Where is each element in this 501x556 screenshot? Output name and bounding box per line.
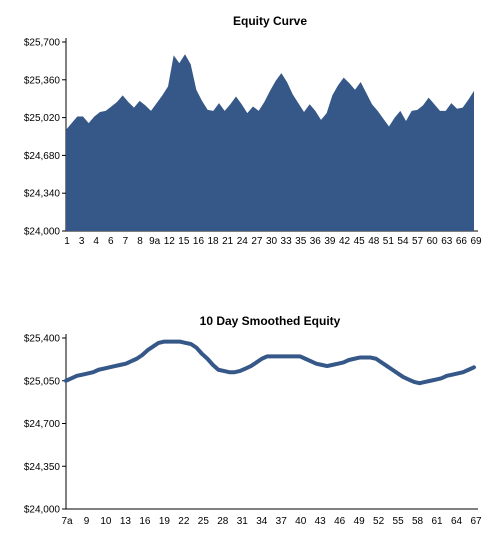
- x-tick-label: 22: [178, 516, 190, 527]
- x-tick-label: 57: [412, 236, 424, 247]
- equity-area-series: [66, 54, 474, 232]
- x-tick-label: 43: [315, 516, 327, 527]
- x-tick-label: 63: [441, 236, 453, 247]
- x-tick-label: 19: [159, 516, 171, 527]
- x-tick-label: 46: [334, 516, 346, 527]
- x-tick-label: 4: [93, 236, 99, 247]
- x-tick-label: 40: [295, 516, 307, 527]
- x-tick-label: 13: [120, 516, 132, 527]
- x-tick-label: 36: [310, 236, 322, 247]
- smoothed-equity-line: [64, 339, 476, 386]
- x-tick-label: 21: [222, 236, 234, 247]
- x-tick-label: 16: [193, 236, 205, 247]
- x-tick-label: 24: [237, 236, 249, 247]
- x-tick-label: 58: [412, 516, 424, 527]
- x-tick-label: 55: [393, 516, 405, 527]
- x-tick-label: 12: [164, 236, 176, 247]
- x-tick-label: 64: [451, 516, 463, 527]
- x-tick-label: 51: [383, 236, 395, 247]
- x-tick-label: 42: [339, 236, 351, 247]
- smoothed-equity-chart: 10 Day Smoothed Equity $24,000 $24,350 $24…: [24, 314, 482, 527]
- x-tick-label: 16: [139, 516, 151, 527]
- smoothed-equity-title: 10 Day Smoothed Equity: [200, 314, 341, 328]
- x-tick-label: 48: [368, 236, 380, 247]
- x-tick-label: 30: [266, 236, 278, 247]
- x-tick-label: 15: [178, 236, 190, 247]
- x-tick-label: 28: [217, 516, 229, 527]
- y-tick-label: $25,360: [24, 75, 61, 86]
- x-tick-label: 9: [84, 516, 90, 527]
- y-tick-label: $25,020: [24, 113, 61, 124]
- x-tick-label: 31: [237, 516, 249, 527]
- x-tick-label: 37: [276, 516, 288, 527]
- y-tick-label: $25,050: [24, 376, 61, 387]
- x-tick-label: 60: [427, 236, 439, 247]
- x-tick-label: 9a: [149, 236, 161, 247]
- x-tick-label: 69: [470, 236, 482, 247]
- y-tick-label: $25,400: [24, 334, 61, 345]
- y-tick-label: $25,700: [24, 38, 61, 49]
- x-tick-label: 3: [79, 236, 85, 247]
- x-tick-label: 7: [123, 236, 129, 247]
- equity-curve-title: Equity Curve: [233, 14, 307, 28]
- x-tick-label: 54: [397, 236, 409, 247]
- x-tick-label: 25: [198, 516, 210, 527]
- x-tick-label: 35: [295, 236, 307, 247]
- y-tick-label: $24,350: [24, 462, 61, 473]
- x-tick-label: 18: [208, 236, 220, 247]
- x-tick-label: 67: [470, 516, 482, 527]
- x-tick-label: 10: [100, 516, 112, 527]
- y-tick-label: $24,000: [24, 227, 61, 238]
- equity-curve-chart: Equity Curve $24,000 $24,340 $24,680 $25,02…: [24, 14, 482, 247]
- x-tick-label: 39: [324, 236, 336, 247]
- x-tick-label: 61: [431, 516, 443, 527]
- x-tick-label: 1: [64, 236, 70, 247]
- x-tick-label: 6: [108, 236, 114, 247]
- x-tick-label: 34: [256, 516, 268, 527]
- x-tick-label: 27: [251, 236, 263, 247]
- x-tick-label: 66: [456, 236, 468, 247]
- x-tick-label: 45: [354, 236, 366, 247]
- x-tick-label: 49: [354, 516, 366, 527]
- x-tick-label: 8: [137, 236, 143, 247]
- x-tick-label: 52: [373, 516, 385, 527]
- x-tick-label: 33: [281, 236, 293, 247]
- x-tick-label: 7a: [61, 516, 73, 527]
- y-tick-label: $24,000: [24, 505, 61, 516]
- y-tick-label: $24,700: [24, 419, 61, 430]
- y-tick-label: $24,680: [24, 151, 61, 162]
- y-tick-label: $24,340: [24, 189, 61, 200]
